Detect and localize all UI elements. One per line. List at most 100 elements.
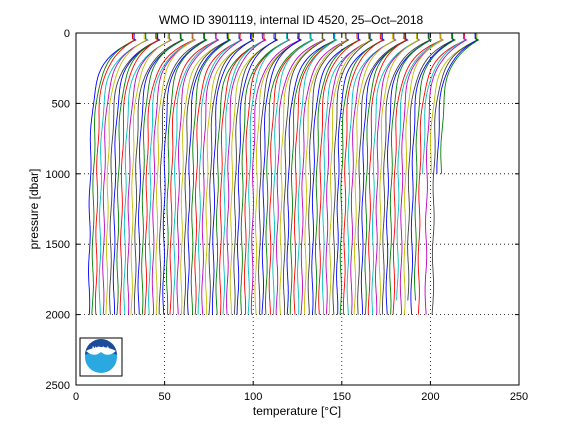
temperature-profile-line [112, 32, 161, 315]
temperature-profile-line [385, 32, 432, 315]
temperature-profile-line [318, 32, 361, 315]
noaa-logo: NOAA [79, 337, 123, 377]
temperature-profile-line [240, 33, 290, 315]
x-tick-label: 200 [421, 391, 439, 403]
temperature-profile-line [127, 33, 173, 315]
temperature-profile-line [123, 32, 172, 315]
y-tick-label: 2500 [46, 380, 70, 392]
temperature-profile-line [314, 32, 360, 315]
temperature-profile-line [169, 32, 219, 315]
temperature-profile-line [364, 32, 408, 315]
temperature-profile-line [378, 32, 420, 315]
temperature-profile-line [102, 32, 149, 315]
temperature-profile-line [407, 32, 455, 301]
temperature-profile-line [328, 32, 372, 315]
temperature-profile-line [211, 33, 254, 315]
temperature-profile-line [229, 32, 279, 315]
temperature-profile-line [250, 33, 301, 315]
temperature-profile-line [424, 32, 468, 315]
temperature-profile-line [332, 32, 373, 315]
temperature-profile-line [98, 32, 149, 315]
temperature-profile-line [350, 32, 397, 315]
temperature-profile-line [321, 32, 374, 315]
temperature-profile-line [183, 32, 231, 315]
temperature-profile-line [339, 32, 384, 315]
temperature-profile-line [297, 33, 338, 315]
temperature-profile-line [336, 33, 385, 315]
temperature-profile-line [158, 33, 207, 315]
temperature-profile-line [254, 32, 302, 315]
temperature-profile-line [155, 32, 196, 315]
temperature-profile-line [346, 32, 397, 315]
temperature-profile-line [141, 32, 184, 315]
temperature-profile-line [219, 33, 267, 315]
temperature-profile-line [233, 32, 279, 315]
y-tick-label: 0 [64, 28, 70, 40]
temperature-profile-line [382, 33, 431, 315]
x-tick-label: 150 [333, 391, 351, 403]
x-axis-title: temperature [°C] [253, 404, 341, 418]
temperature-profile-line [94, 33, 136, 315]
temperature-profile-line [116, 32, 160, 315]
temperature-profile-line [88, 33, 137, 315]
temperature-profile-line [371, 32, 420, 315]
temperature-profile-line [261, 32, 302, 315]
y-tick-label: 500 [52, 98, 70, 110]
temperature-profile-line [431, 32, 479, 315]
temperature-profile-line [151, 32, 197, 315]
temperature-profile-line [279, 32, 326, 315]
temperature-profile-line [204, 33, 255, 315]
temperature-profile-line [105, 33, 148, 315]
temperature-profile-line [399, 32, 444, 315]
temperature-profile-line [144, 33, 195, 315]
temperature-profile-line [166, 33, 208, 315]
temperature-profile-line [403, 33, 444, 315]
temperature-profile-line [389, 33, 432, 315]
temperature-profiles [88, 32, 480, 315]
temperature-profile-line [148, 32, 196, 315]
temperature-profile-line [286, 32, 337, 315]
temperature-profile-line [275, 33, 325, 315]
temperature-profile-line [208, 32, 254, 315]
temperature-profile-line [137, 32, 185, 315]
x-tick-label: 250 [510, 391, 528, 403]
temperature-profile-line [293, 32, 338, 315]
temperature-profile-line [440, 33, 480, 174]
temperature-profile-line [422, 33, 467, 174]
x-tick-label: 100 [244, 391, 262, 403]
temperature-profile-line [307, 33, 350, 315]
temperature-profile-line [417, 33, 467, 315]
temperature-profile-line [201, 32, 243, 315]
temperature-profile-line [414, 33, 456, 301]
temperature-profile-line [304, 32, 349, 315]
temperature-profile-line [289, 32, 337, 315]
temperature-profile-line [325, 32, 373, 315]
temperature-profile-line [272, 33, 314, 315]
temperature-profile-line [360, 32, 409, 315]
noaa-logo-text: NOAA [92, 347, 110, 353]
temperature-profile-line [187, 32, 231, 315]
temperature-profile-line [258, 33, 303, 315]
temperature-profile-line [430, 33, 480, 174]
chart-title: WMO ID 3901119, internal ID 4520, 25–Oct… [159, 13, 424, 27]
temperature-profile-line [130, 32, 172, 315]
y-tick-label: 1500 [46, 239, 70, 251]
temperature-profile-line [172, 33, 219, 315]
temperature-profile-line [176, 33, 220, 315]
x-tick-label: 50 [158, 391, 170, 403]
temperature-profile-line [119, 32, 160, 315]
temperature-profile-line [236, 33, 278, 315]
temperature-profile-line [133, 32, 183, 315]
x-axis-ticks: 0 50 100 150 200 250 [73, 33, 528, 403]
temperature-profile-line [180, 33, 232, 315]
y-axis-title: pressure [dbar] [27, 169, 41, 250]
temperature-profile-line [282, 32, 326, 315]
y-tick-label: 1000 [46, 169, 70, 181]
temperature-profile-line [353, 32, 396, 315]
temperature-profile-line [367, 32, 408, 315]
temperature-profile-line [194, 32, 243, 315]
temperature-profile-line [436, 33, 479, 174]
y-tick-label: 2000 [46, 310, 70, 322]
temperature-profile-line [396, 33, 443, 301]
